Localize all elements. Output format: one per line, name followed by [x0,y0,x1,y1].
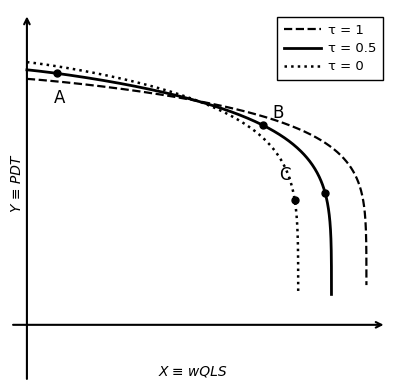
Text: A: A [54,89,65,107]
Text: Y ≡ PDT: Y ≡ PDT [10,156,24,212]
Text: C: C [279,166,290,184]
Text: X ≡ wQLS: X ≡ wQLS [159,364,228,378]
Text: B: B [273,104,284,122]
Legend: τ = 1, τ = 0.5, τ = 0: τ = 1, τ = 0.5, τ = 0 [278,17,382,80]
